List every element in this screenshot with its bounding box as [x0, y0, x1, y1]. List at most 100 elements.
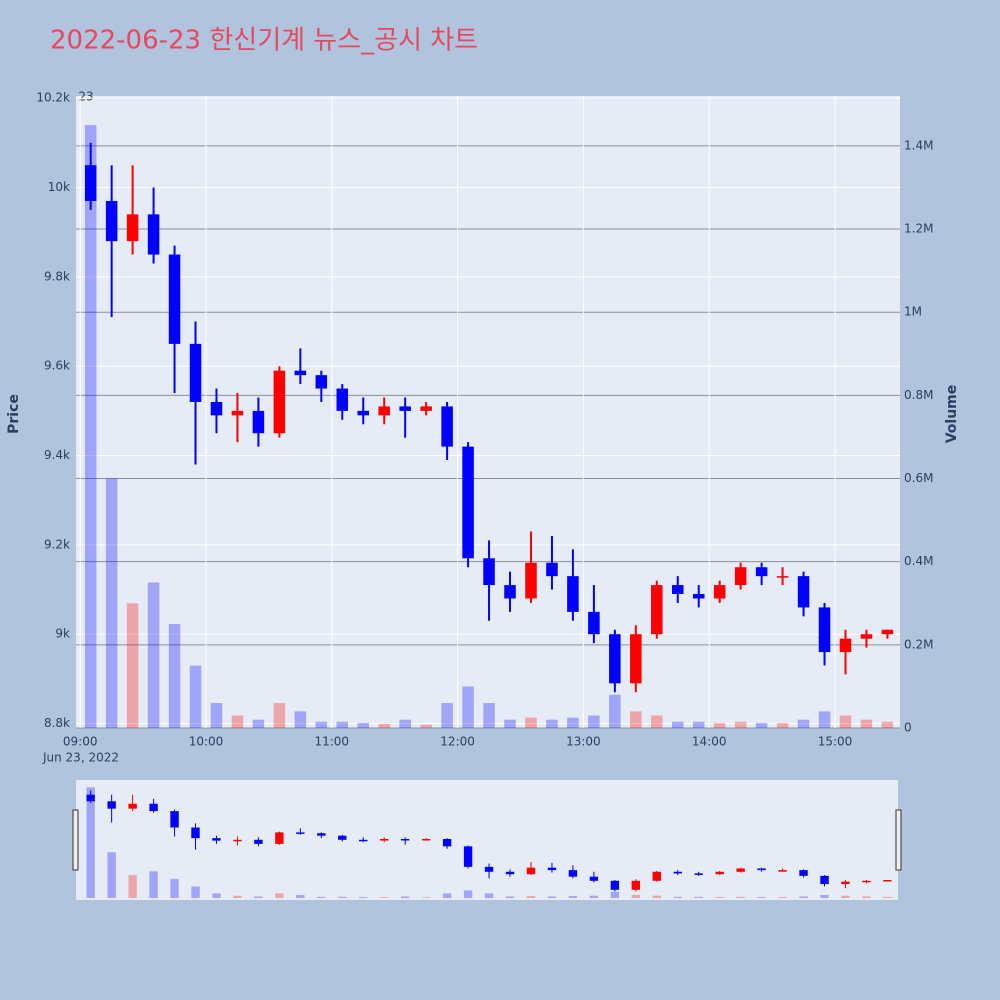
x-date-label: Jun 23, 2022	[42, 751, 119, 765]
volume-bar	[671, 721, 684, 728]
volume-bar	[526, 896, 536, 898]
candle-body	[212, 838, 221, 841]
volume-bar	[568, 896, 578, 898]
volume-bar	[860, 719, 873, 728]
volume-bar	[463, 890, 473, 898]
candle-body	[105, 200, 118, 242]
candle-body	[713, 585, 726, 599]
volume-bar	[336, 721, 349, 728]
volume-bar	[567, 717, 579, 728]
y2-tick-label: 1.4M	[904, 138, 933, 152]
volume-bar	[694, 896, 703, 898]
candle-body	[736, 868, 745, 872]
candle-body	[630, 634, 642, 684]
volume-bar	[380, 897, 389, 898]
volume-bar	[820, 894, 829, 898]
volume-bar	[588, 715, 600, 728]
volume-bar	[191, 886, 200, 898]
volume-bar	[275, 893, 284, 898]
volume-bar	[609, 694, 621, 728]
volume-bar	[841, 895, 850, 898]
volume-bar	[357, 723, 370, 728]
volume-bar	[233, 895, 242, 898]
y-tick-label: 9.6k	[44, 359, 70, 373]
volume-bar	[212, 893, 221, 898]
volume-bar	[778, 897, 787, 898]
chart-title: 2022-06-23 한신기계 뉴스_공시 차트	[50, 26, 478, 56]
candle-body	[526, 867, 536, 875]
volume-bar	[652, 895, 661, 898]
volume-bar	[713, 723, 726, 728]
candle-body	[651, 585, 663, 635]
candle-body	[505, 871, 515, 875]
y2-tick-label: 0.4M	[904, 554, 933, 568]
candle-body	[881, 629, 894, 635]
candle-body	[818, 607, 831, 653]
candle-body	[420, 406, 432, 411]
candle-body	[399, 406, 411, 411]
candle-body	[547, 867, 557, 871]
volume-bar	[84, 125, 97, 728]
volume-bar	[883, 896, 892, 898]
candle-body	[839, 638, 852, 653]
volume-bar	[484, 893, 494, 898]
candle-body	[567, 576, 579, 612]
y-tick-label: 9.8k	[44, 269, 70, 283]
volume-bar	[881, 721, 894, 728]
candle-body	[841, 881, 850, 885]
volume-bar	[442, 893, 452, 898]
candle-body	[673, 871, 682, 874]
volume-bar	[86, 787, 95, 898]
slider-handle[interactable]	[72, 809, 79, 871]
candle-body	[652, 871, 661, 881]
candle-body	[357, 410, 370, 416]
slider-handle[interactable]	[895, 809, 902, 871]
volume-bar	[799, 896, 808, 898]
volume-bar	[399, 719, 411, 728]
candle-body	[275, 832, 284, 844]
volume-bar	[673, 896, 682, 898]
volume-bar	[294, 711, 307, 728]
y2-tick-label: 1.2M	[904, 222, 933, 236]
volume-bar	[651, 715, 663, 728]
candle-body	[778, 870, 787, 872]
volume-bar	[147, 582, 160, 728]
volume-bar	[315, 721, 328, 728]
candle-body	[400, 838, 410, 841]
range-slider[interactable]	[76, 780, 898, 900]
candle-body	[757, 868, 766, 871]
volume-bar	[441, 703, 453, 728]
y2-tick-label: 1M	[904, 305, 922, 319]
candle-body	[610, 880, 620, 890]
candle-body	[860, 634, 873, 639]
volume-bar	[818, 711, 831, 728]
volume-bar	[776, 723, 789, 728]
candle-body	[380, 838, 389, 841]
candle-body	[462, 446, 474, 559]
candle-body	[149, 803, 158, 812]
candle-body	[463, 846, 473, 867]
y2-tick-label: 0.2M	[904, 637, 933, 651]
candle-body	[797, 576, 810, 608]
volume-bar	[170, 878, 179, 898]
candle-body	[799, 870, 808, 876]
volume-bar	[273, 703, 286, 728]
candle-body	[715, 871, 724, 875]
volume-bar	[483, 703, 495, 728]
volume-bar	[505, 896, 515, 898]
y2-tick-label: 0	[904, 721, 912, 735]
candle-body	[254, 839, 263, 844]
candle-body	[107, 801, 116, 809]
volume-bar	[210, 703, 223, 728]
candle-body	[128, 803, 137, 809]
candle-body	[336, 388, 349, 411]
volume-bar	[421, 897, 431, 898]
candle-body	[421, 838, 431, 841]
volume-bar	[736, 896, 745, 898]
x-tick-label: 15:00	[818, 735, 853, 749]
annotation: 23	[78, 90, 93, 104]
candle-body	[126, 214, 139, 242]
x-tick-label: 10:00	[189, 735, 224, 749]
y-tick-label: 8.8k	[44, 716, 70, 730]
volume-bar	[252, 719, 265, 728]
